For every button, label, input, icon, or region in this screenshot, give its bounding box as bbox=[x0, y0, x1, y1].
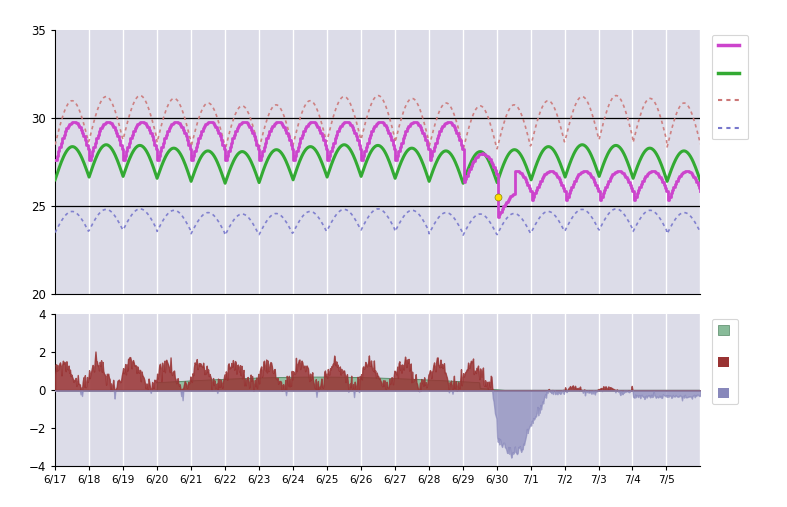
Legend: , , : , , bbox=[711, 319, 738, 405]
Legend: , , , : , , , bbox=[711, 35, 748, 139]
